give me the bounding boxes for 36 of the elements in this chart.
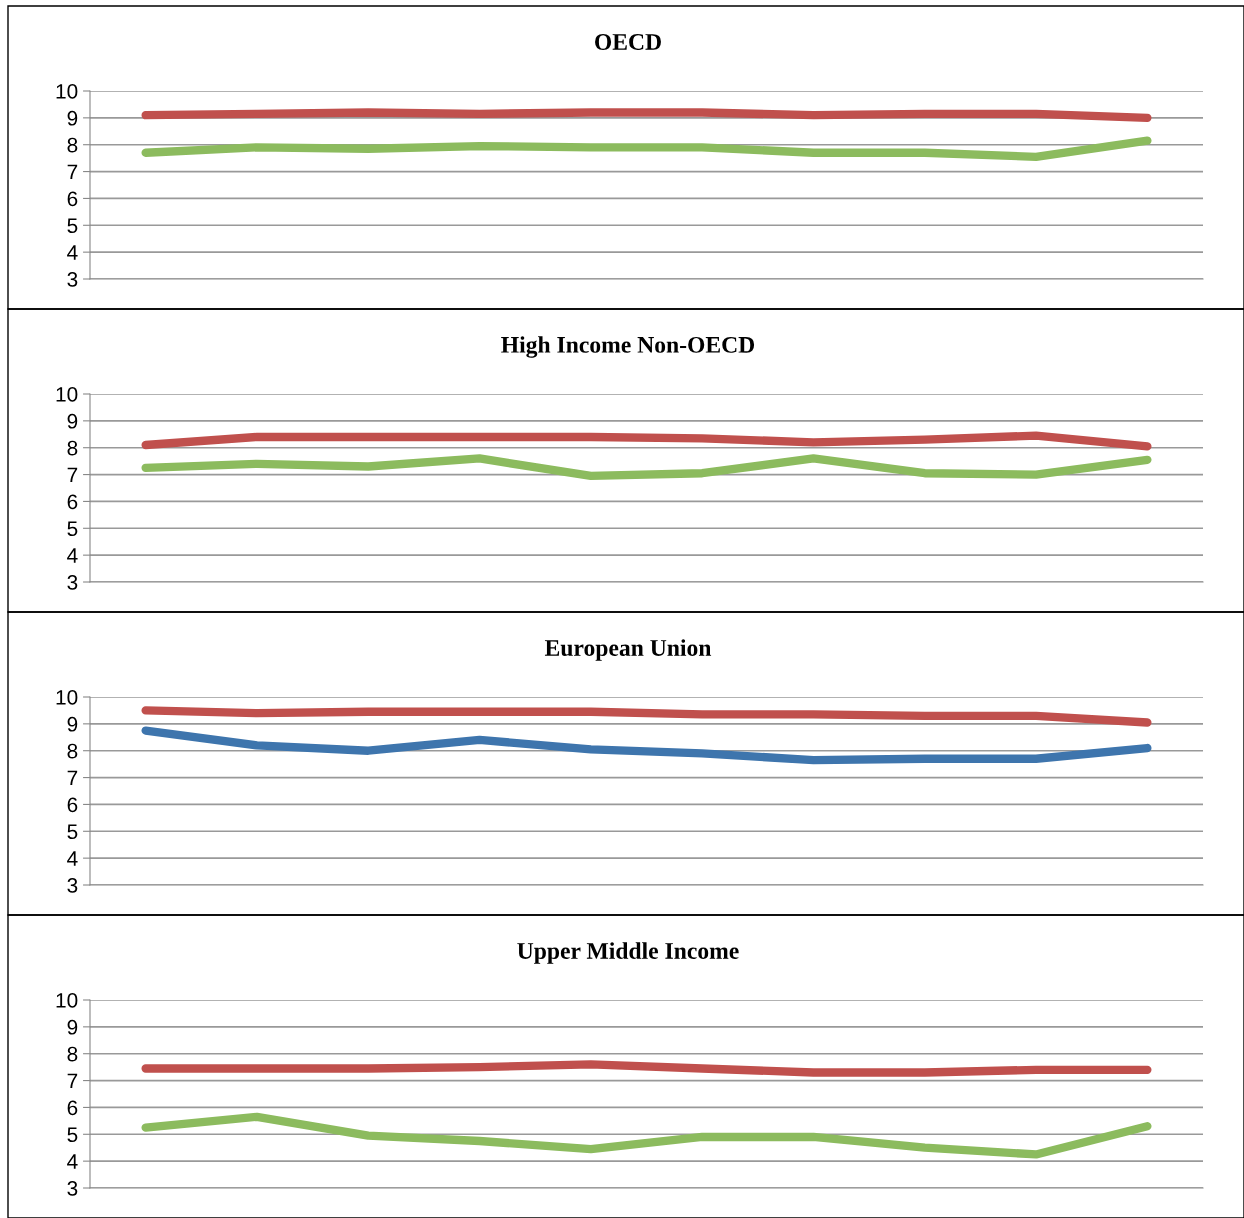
y-tick-label: 3 xyxy=(67,272,78,287)
y-tick-label: 8 xyxy=(67,743,78,759)
y-tick-label: 4 xyxy=(67,851,78,866)
y-tick-label: 6 xyxy=(67,1100,78,1116)
y-tick-label: 9 xyxy=(67,716,78,732)
y-tick-label: 8 xyxy=(67,1046,78,1062)
y-tick-label: 4 xyxy=(67,1154,78,1169)
y-tick-label: 6 xyxy=(67,494,78,510)
y-tick-label: 8 xyxy=(67,137,78,153)
y-tick-label: 5 xyxy=(67,824,78,840)
y-tick-label: 7 xyxy=(67,164,78,180)
y-tick-label: 10 xyxy=(56,690,78,705)
y-tick-label: 7 xyxy=(67,770,78,786)
y-tick-label: 10 xyxy=(56,387,78,402)
y-tick-label: 4 xyxy=(67,548,78,563)
y-tick-label: 10 xyxy=(56,993,78,1008)
y-tick-label: 3 xyxy=(67,1181,78,1196)
chart-title: Upper Middle Income xyxy=(517,942,739,964)
y-tick-label: 3 xyxy=(67,878,78,893)
y-tick-label: 6 xyxy=(67,191,78,207)
y-tick-label: 4 xyxy=(67,245,78,260)
y-tick-label: 5 xyxy=(67,218,78,234)
y-tick-label: 3 xyxy=(67,575,78,590)
y-tick-label: 6 xyxy=(67,797,78,813)
y-tick-label: 10 xyxy=(56,84,78,99)
y-tick-label: 5 xyxy=(67,521,78,537)
y-tick-label: 9 xyxy=(67,1019,78,1035)
chart-title: High Income Non-OECD xyxy=(501,336,755,358)
chart-title: OECD xyxy=(595,34,661,50)
y-tick-label: 9 xyxy=(67,413,78,429)
y-tick-label: 7 xyxy=(67,467,78,483)
chart-title: European Union xyxy=(544,639,712,661)
y-tick-label: 5 xyxy=(67,1127,78,1143)
y-tick-label: 8 xyxy=(67,440,78,456)
y-tick-label: 7 xyxy=(67,1073,78,1089)
y-tick-label: 9 xyxy=(67,110,78,126)
